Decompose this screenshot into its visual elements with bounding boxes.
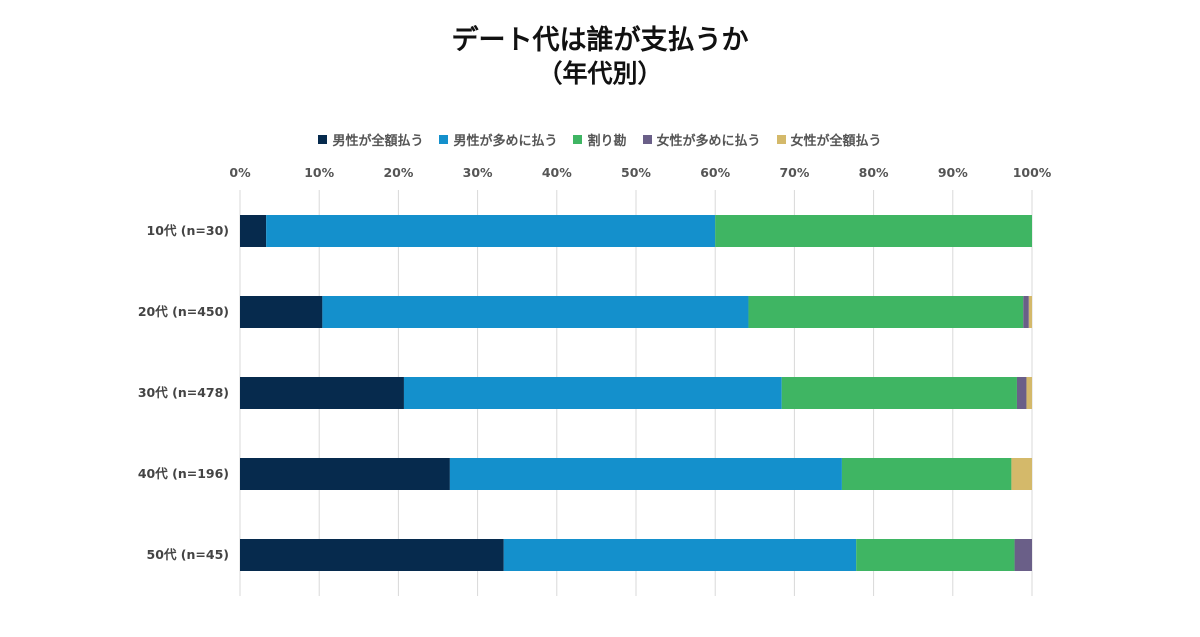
category-label: 10代 (n=30) (147, 223, 229, 238)
legend-item: 割り勘 (573, 130, 627, 149)
bar-segment (856, 539, 1015, 571)
x-tick-label: 70% (779, 165, 809, 180)
bar-segment (503, 539, 857, 571)
x-tick-label: 100% (1013, 165, 1052, 180)
legend-item: 男性が全額払う (318, 130, 423, 149)
bar-segment (1023, 296, 1029, 328)
legend-label: 女性が全額払う (790, 134, 882, 149)
bar-segment (403, 377, 782, 409)
legend-item: 男性が多めに払う (439, 130, 557, 149)
bar-segment (240, 296, 323, 328)
category-label: 30代 (n=478) (138, 385, 229, 400)
bar-segment (715, 215, 1032, 247)
bar-segment (266, 215, 716, 247)
bar-segment (1016, 377, 1027, 409)
bar-segment (240, 377, 404, 409)
x-tick-label: 0% (229, 165, 251, 180)
legend-item: 女性が全額払う (776, 130, 882, 149)
x-tick-label: 30% (463, 165, 493, 180)
legend: 男性が全額払う 男性が多めに払う 割り勘 女性が多めに払う 女性が全額払う (0, 130, 1200, 149)
bar-segment (240, 215, 267, 247)
x-tick-label: 20% (383, 165, 413, 180)
bar-segment (322, 296, 749, 328)
legend-label: 男性が多めに払う (453, 134, 558, 149)
legend-swatch (439, 135, 449, 144)
x-tick-label: 40% (542, 165, 572, 180)
legend-label: 割り勘 (587, 134, 627, 149)
legend-swatch (573, 135, 583, 144)
x-tick-label: 80% (859, 165, 889, 180)
legend-item: 女性が多めに払う (642, 130, 761, 149)
chart-subtitle: （年代別） (537, 59, 663, 88)
legend-swatch (318, 135, 328, 144)
legend-label: 男性が全額払う (332, 134, 424, 149)
bar-segment (1026, 377, 1032, 409)
bar-segment (240, 539, 504, 571)
category-label: 50代 (n=45) (147, 547, 229, 562)
x-tick-label: 10% (304, 165, 334, 180)
bar-segment (1028, 296, 1032, 328)
bar-segment (781, 377, 1017, 409)
x-tick-label: 90% (938, 165, 968, 180)
category-label: 20代 (n=450) (138, 304, 229, 319)
legend-swatch (642, 135, 652, 144)
bar-segment (841, 458, 1012, 490)
category-label: 40代 (n=196) (138, 466, 229, 481)
legend-label: 女性が多めに払う (656, 134, 761, 149)
legend-swatch (776, 135, 786, 144)
bar-segment (1011, 458, 1032, 490)
x-tick-label: 60% (700, 165, 730, 180)
x-tick-label: 50% (621, 165, 651, 180)
bar-segment (748, 296, 1024, 328)
bar-segment (449, 458, 842, 490)
bar-segment (1014, 539, 1032, 571)
chart-title: デート代は誰が支払うか (451, 25, 749, 56)
bar-segment (240, 458, 450, 490)
